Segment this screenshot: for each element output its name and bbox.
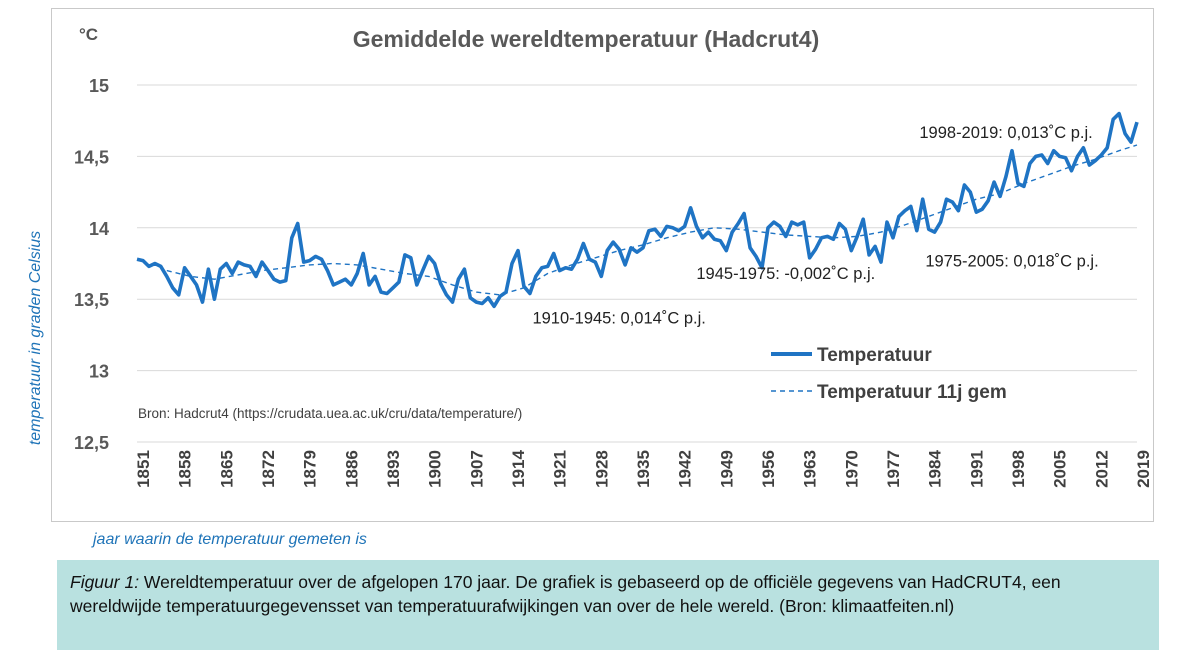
caption-label: Figuur 1: bbox=[70, 572, 140, 592]
chart-frame: °C Gemiddelde wereldtemperatuur (Hadcrut… bbox=[51, 8, 1154, 522]
y-axis-label: temperatuur in graden Celsius bbox=[27, 230, 44, 446]
series-line-11j-gem bbox=[166, 144, 1138, 296]
x-tick-label: 1851 bbox=[134, 450, 153, 488]
chart-unit-label: °C bbox=[79, 25, 98, 44]
x-tick-label: 1879 bbox=[301, 450, 320, 488]
x-tick-label: 1935 bbox=[634, 450, 653, 488]
x-tick-label: 1956 bbox=[759, 450, 778, 488]
x-tick-label: 1914 bbox=[509, 450, 528, 488]
x-tick-label: 1893 bbox=[384, 450, 403, 488]
x-tick-label: 2019 bbox=[1134, 450, 1153, 488]
x-tick-label: 1949 bbox=[717, 450, 736, 488]
x-tick-label: 1900 bbox=[426, 450, 445, 488]
series-line-temperatuur bbox=[136, 111, 1139, 309]
y-tick-label: 15 bbox=[89, 76, 109, 96]
y-tick-labels: 15 14,5 14 13,5 13 12,5 bbox=[74, 76, 109, 453]
chart-title: Gemiddelde wereldtemperatuur (Hadcrut4) bbox=[353, 26, 820, 52]
annotations: 1910-1945: 0,014˚C p.j. 1945-1975: -0,002… bbox=[532, 124, 1098, 328]
annotation-label: 1998-2019: 0,013˚C p.j. bbox=[919, 124, 1092, 142]
legend-label-temperatuur: Temperatuur bbox=[817, 345, 932, 366]
x-tick-labels: 1851 1858 1865 1872 1879 1886 1893 1900 1907 1914… bbox=[134, 450, 1153, 488]
x-tick-label: 1872 bbox=[259, 450, 278, 488]
x-tick-label: 1991 bbox=[967, 450, 986, 488]
x-tick-label: 1984 bbox=[926, 450, 945, 488]
x-tick-label: 1977 bbox=[884, 450, 903, 488]
x-tick-label: 1907 bbox=[467, 450, 486, 488]
figure-caption: Figuur 1: Wereldtemperatuur over de afge… bbox=[57, 560, 1159, 650]
x-tick-label: 1858 bbox=[176, 450, 195, 488]
caption-text: Wereldtemperatuur over de afgelopen 170 … bbox=[70, 572, 1061, 616]
y-tick-label: 13,5 bbox=[74, 290, 109, 310]
x-tick-label: 2005 bbox=[1051, 450, 1070, 488]
x-tick-label: 1970 bbox=[842, 450, 861, 488]
x-tick-label: 1963 bbox=[801, 450, 820, 488]
x-tick-label: 1942 bbox=[676, 450, 695, 488]
legend: Temperatuur Temperatuur 11j gem bbox=[771, 345, 1007, 403]
annotation-label: 1945-1975: -0,002˚C p.j. bbox=[696, 265, 875, 283]
y-tick-label: 12,5 bbox=[74, 433, 109, 453]
grid-lines bbox=[137, 84, 1137, 443]
annotation-label: 1910-1945: 0,014˚C p.j. bbox=[532, 309, 705, 327]
x-tick-label: 1928 bbox=[592, 450, 611, 488]
chart-svg: °C Gemiddelde wereldtemperatuur (Hadcrut… bbox=[74, 25, 1153, 488]
x-tick-label: 1886 bbox=[342, 450, 361, 488]
annotation-label: 1975-2005: 0,018˚C p.j. bbox=[925, 252, 1098, 270]
legend-label-gemiddelde: Temperatuur 11j gem bbox=[817, 382, 1007, 403]
y-tick-label: 14 bbox=[89, 219, 109, 239]
source-note: Bron: Hadcrut4 (https://crudata.uea.ac.u… bbox=[138, 406, 522, 421]
y-tick-label: 14,5 bbox=[74, 147, 109, 167]
x-tick-label: 2012 bbox=[1092, 450, 1111, 488]
x-tick-label: 1921 bbox=[551, 450, 570, 488]
x-tick-label: 1865 bbox=[217, 450, 236, 488]
y-tick-label: 13 bbox=[89, 362, 109, 382]
x-tick-label: 1998 bbox=[1009, 450, 1028, 488]
x-axis-label: jaar waarin de temperatuur gemeten is bbox=[93, 531, 367, 548]
series-layer bbox=[136, 111, 1139, 309]
